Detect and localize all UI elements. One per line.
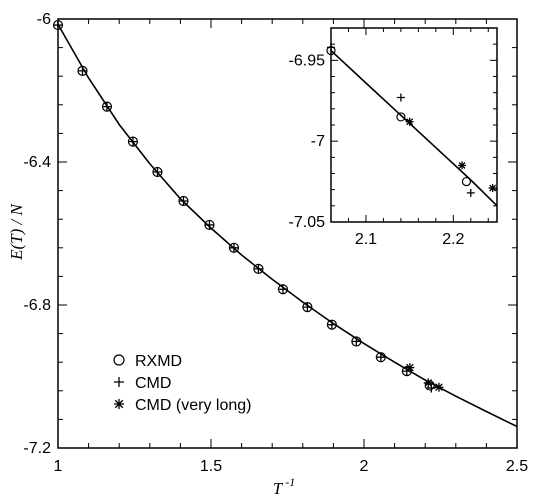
main-plus-point (128, 137, 138, 147)
main-plus-point (229, 243, 239, 253)
main-plus-point (278, 284, 288, 294)
main-plus-point (351, 336, 361, 346)
inset-plus-point (396, 93, 405, 102)
inset-asterisk-point (458, 161, 467, 170)
inset-asterisk-point (488, 184, 497, 193)
main-asterisk-point (423, 378, 433, 388)
main-y-tick-label: -7.2 (23, 440, 51, 457)
inset-y-tick-label: -6.95 (289, 52, 326, 69)
inset-chart: 2.1 2.2 -6.95 -7 -7.05 (289, 27, 498, 248)
main-x-tick-label: 1 (54, 458, 63, 475)
main-plus-point (302, 302, 312, 312)
main-asterisk-point (405, 363, 415, 373)
inset-y-tick-label: -7 (311, 133, 325, 150)
inset-plus-point (327, 43, 335, 52)
inset-asterisk-point (405, 117, 414, 126)
main-plus-point (178, 196, 188, 206)
legend-marker-plus (114, 377, 124, 387)
main-plus-point (53, 20, 63, 30)
main-x-tick-label: 2.5 (506, 458, 528, 475)
main-plus-point (102, 102, 112, 112)
y-axis-label: E(T) / N (7, 202, 26, 260)
legend-label: RXMD (135, 353, 182, 370)
legend-label: CMD (135, 375, 171, 392)
main-plus-point (152, 167, 162, 177)
legend-marker-circle (113, 354, 125, 366)
legend-marker-asterisk (114, 399, 124, 409)
main-plus-point (253, 264, 263, 274)
x-axis-label: T -1 (273, 475, 295, 498)
main-y-tick-label: -6 (37, 11, 51, 28)
main-y-tick-label: -6.8 (23, 297, 51, 314)
inset-plus-point (466, 188, 475, 197)
main-x-tick-label: 1.5 (200, 458, 222, 475)
main-plus-point (204, 220, 214, 230)
legend-label: CMD (very long) (135, 397, 251, 414)
inset-plot-frame (330, 27, 498, 223)
main-plus-point (77, 66, 87, 76)
inset-circle-point (396, 112, 406, 122)
inset-fit-curve (330, 50, 498, 207)
main-plus-point (426, 383, 436, 393)
inset-x-tick-label: 2.1 (355, 231, 377, 248)
main-plus-point (376, 352, 386, 362)
main-y-tick-label: -6.4 (23, 154, 51, 171)
inset-x-tick-label: 2.2 (442, 231, 464, 248)
main-x-tick-label: 2 (360, 458, 369, 475)
main-plus-point (327, 320, 337, 330)
inset-circle-point (461, 176, 472, 187)
inset-y-tick-label: -7.05 (289, 214, 326, 231)
main-asterisk-point (434, 382, 444, 392)
